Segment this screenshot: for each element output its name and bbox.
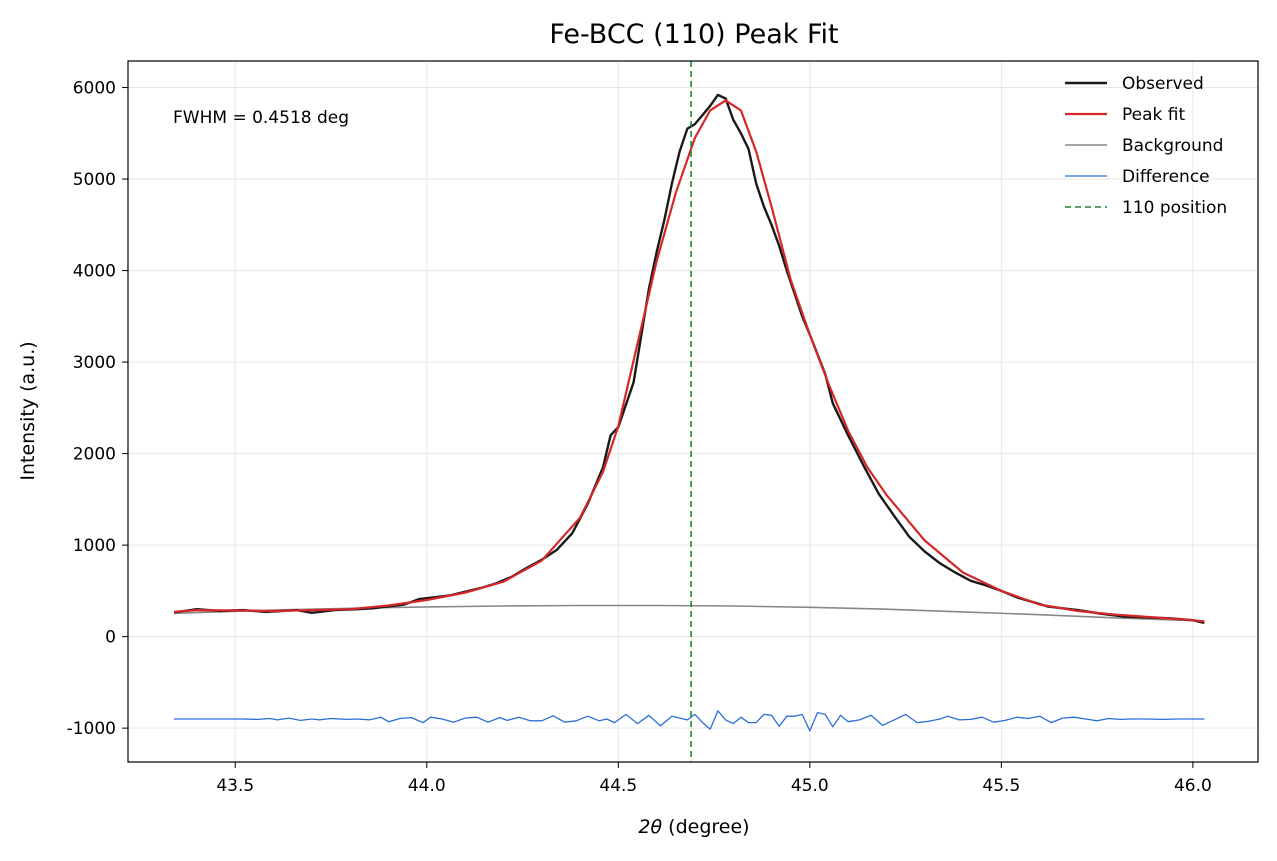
- y-tick-label: 2000: [73, 445, 116, 465]
- axis-ticks: 43.5 44.0 44.5 45.0 45.5 46.0 -1000 0 1000 2000 30…: [67, 79, 1212, 796]
- series-lines: [173, 61, 1205, 762]
- y-tick-label: 3000: [73, 353, 116, 373]
- chart-title: Fe-BCC (110) Peak Fit: [549, 19, 838, 50]
- y-tick-label: 5000: [73, 170, 116, 190]
- legend-label: 110 position: [1122, 198, 1227, 218]
- x-tick-label: 44.0: [408, 776, 446, 796]
- y-tick-label: 6000: [73, 79, 116, 99]
- x-axis-label-unit: (degree): [662, 816, 749, 838]
- series-peak-fit-line: [173, 99, 1205, 623]
- y-tick-label: 4000: [73, 262, 116, 282]
- y-tick-label: 1000: [73, 536, 116, 556]
- x-tick-label: 45.5: [982, 776, 1020, 796]
- legend-label: Peak fit: [1122, 105, 1185, 125]
- legend: Observed Peak fit Background Difference 110 …: [1065, 74, 1227, 218]
- x-tick-label: 46.0: [1174, 776, 1212, 796]
- plot-frame: [127, 60, 1259, 763]
- legend-label: Difference: [1122, 167, 1210, 187]
- y-tick-label: -1000: [67, 719, 116, 739]
- y-tick-label: 0: [105, 628, 116, 648]
- x-tick-label: 43.5: [216, 776, 254, 796]
- x-axis-label: 2θ (degree): [638, 816, 749, 838]
- fwhm-annotation: FWHM = 0.4518 deg: [173, 108, 349, 128]
- grid: [128, 61, 1258, 762]
- legend-label: Observed: [1122, 74, 1204, 94]
- x-tick-label: 44.5: [599, 776, 637, 796]
- y-axis-label: Intensity (a.u.): [17, 341, 39, 480]
- x-axis-label-variable: 2θ: [638, 816, 662, 838]
- legend-label: Background: [1122, 136, 1223, 156]
- x-tick-label: 45.0: [791, 776, 829, 796]
- series-difference-line: [174, 710, 1205, 732]
